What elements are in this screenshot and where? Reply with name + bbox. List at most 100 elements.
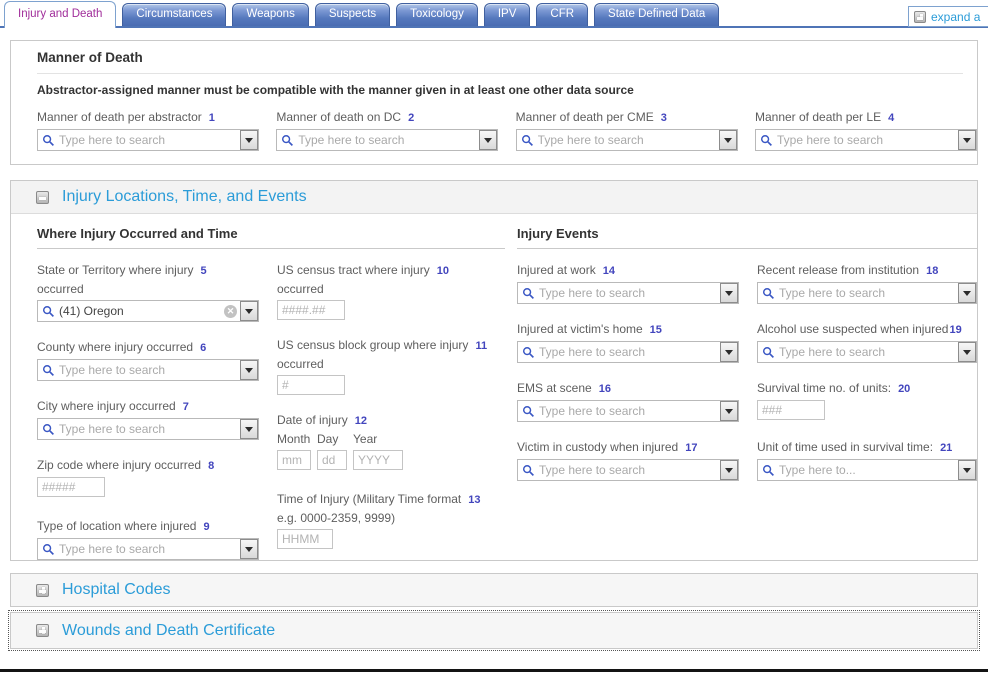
- field-number: 16: [598, 383, 611, 395]
- field-number: 10: [436, 265, 449, 277]
- field-manner-on-dc: Manner of death on DC 2: [276, 108, 515, 151]
- survival-unit-combobox[interactable]: [757, 459, 977, 481]
- tab-suspects[interactable]: Suspects: [314, 3, 391, 26]
- dropdown-arrow-button[interactable]: [240, 130, 258, 150]
- field-label: Victim in custody when injured: [517, 440, 679, 454]
- state-input[interactable]: [59, 304, 224, 318]
- field-label: Injured at work: [517, 263, 596, 277]
- dropdown-arrow-button[interactable]: [720, 401, 738, 421]
- tab-injury-and-death[interactable]: Injury and Death: [4, 1, 117, 28]
- field-number: 19: [949, 324, 962, 336]
- tab-ipv[interactable]: IPV: [483, 3, 531, 26]
- recent-release-input[interactable]: [779, 286, 958, 300]
- expand-plus-icon[interactable]: [36, 624, 49, 637]
- day-stack: Day: [317, 430, 347, 470]
- field-injured-at-home: Injured at victim's home 15: [517, 320, 757, 363]
- field-number: 5: [200, 265, 207, 277]
- manner-abstractor-combobox[interactable]: [37, 129, 259, 151]
- expand-plus-icon[interactable]: [36, 583, 49, 597]
- county-combobox[interactable]: [37, 359, 259, 381]
- time-of-injury-input[interactable]: [277, 529, 333, 549]
- search-icon: [282, 134, 294, 146]
- dropdown-arrow-button[interactable]: [718, 130, 737, 150]
- caret-down-icon: [725, 349, 733, 355]
- injured-at-home-combobox[interactable]: [517, 341, 739, 363]
- search-icon: [762, 287, 774, 299]
- field-label: Manner of death per abstractor: [37, 110, 202, 124]
- manner-cme-input[interactable]: [537, 133, 719, 147]
- victim-in-custody-input[interactable]: [539, 463, 720, 477]
- manner-fields-row: Manner of death per abstractor 1 Manner o…: [37, 108, 977, 151]
- injured-at-work-input[interactable]: [539, 286, 720, 300]
- field-number: 15: [649, 324, 662, 336]
- survival-time-input[interactable]: [757, 400, 825, 420]
- expand-all-button[interactable]: expand a: [908, 6, 988, 27]
- tab-circumstances[interactable]: Circumstances: [122, 3, 227, 26]
- dropdown-arrow-button[interactable]: [957, 130, 976, 150]
- county-input[interactable]: [59, 363, 240, 377]
- hospital-codes-section-header[interactable]: Hospital Codes: [10, 573, 978, 607]
- census-block-input[interactable]: [277, 375, 345, 395]
- search-icon: [522, 464, 534, 476]
- manner-le-input[interactable]: [776, 133, 958, 147]
- caret-down-icon: [245, 367, 253, 373]
- caret-down-icon: [245, 137, 253, 143]
- state-combobox[interactable]: ✕: [37, 300, 259, 322]
- bottom-divider: [0, 669, 988, 672]
- dropdown-arrow-button[interactable]: [240, 419, 258, 439]
- dropdown-arrow-button[interactable]: [720, 283, 738, 303]
- tab-state-defined-data[interactable]: State Defined Data: [594, 3, 720, 26]
- manner-abstractor-input[interactable]: [59, 133, 240, 147]
- field-number: 17: [685, 442, 698, 454]
- tab-cfr[interactable]: CFR: [536, 3, 589, 26]
- field-recent-release: Recent release from institution 18: [757, 261, 977, 304]
- victim-in-custody-combobox[interactable]: [517, 459, 739, 481]
- field-label-line2: occurred: [37, 282, 84, 296]
- dropdown-arrow-button[interactable]: [958, 342, 976, 362]
- dropdown-arrow-button[interactable]: [958, 283, 976, 303]
- field-number: 18: [926, 265, 939, 277]
- month-input[interactable]: [277, 450, 311, 470]
- field-county: County where injury occurred 6: [37, 338, 277, 381]
- location-type-combobox[interactable]: [37, 538, 259, 560]
- tab-weapons[interactable]: Weapons: [232, 3, 309, 26]
- injured-at-work-combobox[interactable]: [517, 282, 739, 304]
- manner-le-combobox[interactable]: [754, 129, 977, 151]
- manner-of-death-title: Manner of Death: [37, 50, 963, 74]
- expand-plus-icon: [914, 10, 926, 23]
- dropdown-arrow-button[interactable]: [240, 539, 258, 559]
- collapse-minus-icon[interactable]: [36, 190, 49, 204]
- alcohol-use-input[interactable]: [779, 345, 958, 359]
- dropdown-arrow-button[interactable]: [240, 360, 258, 380]
- field-label: Unit of time used in survival time:: [757, 440, 934, 454]
- dropdown-arrow-button[interactable]: [958, 460, 976, 480]
- dropdown-arrow-button[interactable]: [479, 130, 498, 150]
- ems-at-scene-combobox[interactable]: [517, 400, 739, 422]
- manner-dc-input[interactable]: [298, 133, 480, 147]
- caret-down-icon: [963, 467, 971, 473]
- year-input[interactable]: [353, 450, 403, 470]
- dropdown-arrow-button[interactable]: [720, 342, 738, 362]
- caret-down-icon: [725, 290, 733, 296]
- location-type-input[interactable]: [59, 542, 240, 556]
- dropdown-arrow-button[interactable]: [720, 460, 738, 480]
- city-combobox[interactable]: [37, 418, 259, 440]
- city-input[interactable]: [59, 422, 240, 436]
- manner-dc-combobox[interactable]: [276, 129, 499, 151]
- wounds-death-certificate-section-header[interactable]: Wounds and Death Certificate: [8, 610, 980, 651]
- field-number: 11: [475, 340, 488, 352]
- injured-at-home-input[interactable]: [539, 345, 720, 359]
- day-input[interactable]: [317, 450, 347, 470]
- tab-toxicology[interactable]: Toxicology: [396, 3, 478, 26]
- manner-cme-combobox[interactable]: [515, 129, 738, 151]
- field-number: 12: [354, 415, 367, 427]
- clear-icon[interactable]: ✕: [224, 304, 237, 318]
- census-tract-input[interactable]: [277, 300, 345, 320]
- survival-unit-input[interactable]: [779, 463, 958, 477]
- alcohol-use-combobox[interactable]: [757, 341, 977, 363]
- zip-code-input[interactable]: [37, 477, 105, 497]
- injury-section-header[interactable]: Injury Locations, Time, and Events: [11, 181, 977, 214]
- recent-release-combobox[interactable]: [757, 282, 977, 304]
- ems-at-scene-input[interactable]: [539, 404, 720, 418]
- dropdown-arrow-button[interactable]: [240, 301, 258, 321]
